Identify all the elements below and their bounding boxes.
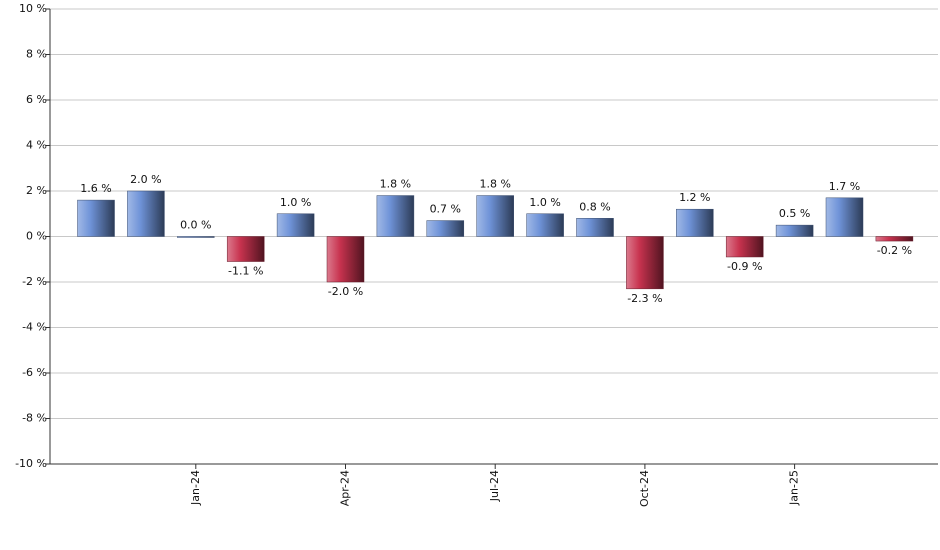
value-label: -2.0 % [328, 285, 363, 298]
y-tick-label: -4 % [22, 321, 47, 334]
value-label: 1.0 % [529, 196, 560, 209]
y-tick-label: 8 % [26, 48, 47, 61]
x-tick-label: Jul-24 [488, 470, 501, 502]
value-label: -0.2 % [877, 244, 912, 257]
bar [177, 236, 215, 238]
y-tick-label: -8 % [22, 412, 47, 425]
y-tick-label: 2 % [26, 184, 47, 197]
bar [326, 236, 365, 283]
value-label: 1.7 % [829, 180, 860, 193]
value-label: 1.2 % [679, 191, 710, 204]
bar [426, 220, 465, 237]
x-tick-label: Apr-24 [339, 470, 352, 506]
y-tick-label: 6 % [26, 93, 47, 106]
bar [626, 236, 664, 290]
x-tick-label: Jan-24 [189, 470, 202, 506]
value-label: 1.8 % [380, 178, 411, 191]
value-label: -1.1 % [228, 265, 263, 278]
value-label: 0.5 % [779, 207, 810, 220]
y-tick-label: -10 % [15, 457, 47, 470]
x-tick-label: Oct-24 [638, 470, 651, 507]
bar [127, 190, 165, 237]
y-tick-label: 0 % [26, 230, 47, 243]
value-label: 0.8 % [579, 200, 610, 213]
value-label: -0.9 % [727, 260, 762, 273]
y-tick-label: 10 % [19, 2, 47, 15]
bar [875, 236, 914, 242]
bar [226, 236, 265, 262]
value-label: 1.0 % [280, 196, 311, 209]
bar [825, 197, 864, 237]
value-label: 2.0 % [130, 173, 161, 186]
bar [725, 236, 764, 258]
y-tick-label: 4 % [26, 139, 47, 152]
bar [775, 224, 814, 237]
bar [676, 208, 714, 237]
value-label: 0.7 % [430, 203, 461, 216]
bar [526, 213, 564, 237]
bar [276, 213, 315, 237]
y-tick-label: -6 % [22, 366, 47, 379]
value-label: 1.6 % [80, 182, 111, 195]
x-tick-label: Jan-25 [788, 470, 801, 506]
value-label: -2.3 % [627, 292, 662, 305]
bar [476, 195, 514, 237]
value-label: 0.0 % [180, 219, 211, 232]
value-label: 1.8 % [479, 178, 510, 191]
y-tick-label: -2 % [22, 275, 47, 288]
bar [77, 199, 115, 237]
bar [376, 195, 415, 237]
bar [576, 218, 614, 237]
